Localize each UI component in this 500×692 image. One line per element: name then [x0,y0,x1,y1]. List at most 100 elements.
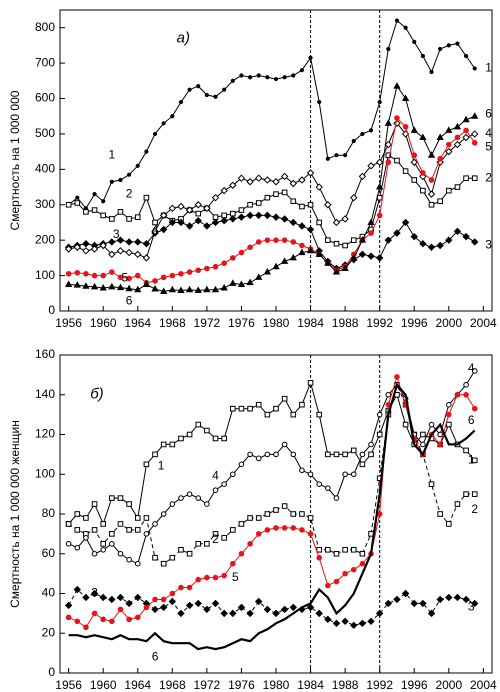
marker [185,285,194,293]
marker [230,527,236,533]
marker [394,18,400,23]
marker [436,595,444,604]
marker [350,237,357,243]
marker [255,273,263,280]
marker [161,121,166,126]
marker [117,521,124,527]
y-tick-label: 100 [35,268,55,282]
marker [108,250,116,259]
marker [359,461,366,468]
x-tick-label: 1956 [55,678,82,692]
marker [134,250,142,259]
marker [221,572,227,579]
marker [280,215,289,223]
marker [194,599,202,608]
marker [74,527,81,533]
marker [238,461,245,468]
marker [462,232,470,241]
marker [437,155,443,162]
marker [427,190,436,198]
marker [109,495,115,501]
marker [196,84,201,89]
marker [100,616,106,623]
marker [160,274,167,281]
marker [82,240,90,248]
marker [125,599,133,608]
marker [83,515,89,521]
marker [471,175,478,182]
marker [160,441,167,448]
marker [368,230,374,236]
marker [212,487,219,493]
marker [263,176,272,184]
marker [230,560,236,567]
marker [437,441,443,448]
marker [186,491,193,497]
series-label: 3 [485,238,492,252]
marker [263,268,272,275]
series-label: 2 [126,186,133,200]
marker [291,73,296,78]
marker [341,264,349,272]
series-label: 1 [108,147,115,161]
marker [359,451,366,458]
marker [272,213,280,221]
marker [462,115,470,123]
marker [290,411,297,418]
marker [99,283,107,291]
marker [229,215,237,223]
marker [471,599,479,608]
x-tick-label: 1980 [263,678,290,692]
marker [428,421,435,428]
x-tick-label: 1964 [124,678,151,692]
marker [178,435,184,442]
marker [471,112,479,119]
marker [255,211,263,220]
marker [221,535,227,541]
marker [264,237,271,243]
marker [264,194,271,201]
marker [463,491,469,497]
series-line [68,154,475,247]
marker [463,447,469,454]
marker [169,272,176,279]
series-label: 4 [485,126,492,140]
marker [134,515,141,521]
series-label: 5 [232,570,239,584]
marker [342,570,348,577]
marker [90,589,99,598]
marker [420,170,426,176]
marker [317,99,322,105]
marker [186,269,193,275]
marker [298,248,306,256]
marker [410,126,418,133]
marker [332,619,341,628]
marker [195,541,202,547]
marker [203,605,211,614]
marker [454,184,461,190]
marker [471,405,478,412]
marker [178,546,184,553]
marker [159,603,168,612]
marker [152,554,158,561]
marker [281,525,288,531]
marker [350,193,358,202]
panel: 0 20 40 60 80 100 120 140 160 1956 1960 1964 1968 197… [8,347,497,692]
marker [100,212,107,219]
marker [263,211,272,220]
marker [151,227,159,236]
marker [204,574,210,581]
marker [264,451,271,458]
marker [65,541,72,547]
marker [324,201,332,209]
marker [203,285,211,293]
marker [109,179,114,184]
marker [82,593,90,602]
marker [211,218,220,227]
x-tick-label: 1988 [332,678,359,692]
marker [204,501,210,507]
marker [109,618,115,625]
x-tick-label: 1996 [401,678,428,692]
marker [143,194,150,201]
marker [212,435,219,442]
